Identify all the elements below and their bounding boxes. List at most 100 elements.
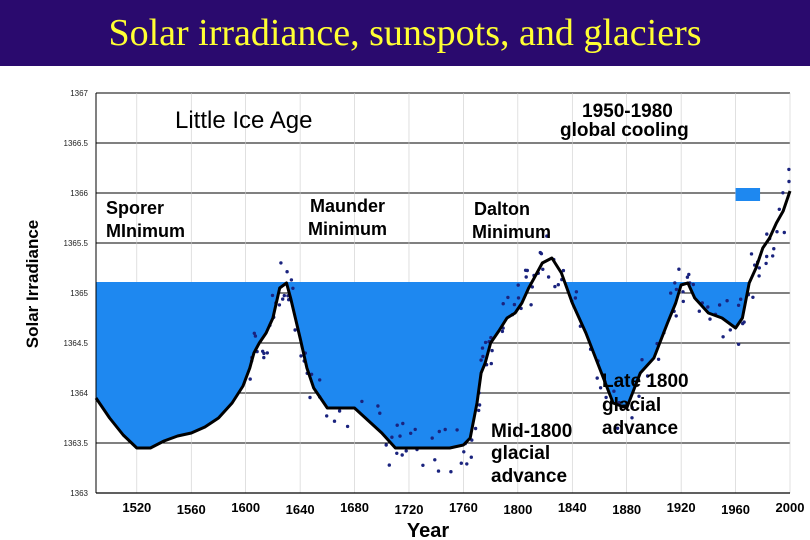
sample-point [387,463,391,467]
sample-point [378,411,382,415]
sample-point [691,282,695,287]
y-tick-label: 1364 [70,389,88,398]
sample-point [516,296,521,300]
sample-point [721,335,725,339]
annotation-label: 1950-1980 [582,101,673,122]
sample-point [697,309,701,313]
sample-point [650,382,654,386]
sample-point [556,283,560,287]
y-axis-label: Solar Irradiance [23,220,42,349]
sample-point [757,274,761,278]
sample-point [345,424,350,429]
sample-point [512,302,517,307]
sample-point [656,357,661,361]
sample-point [741,321,745,326]
sample-point [449,470,453,474]
sample-point [481,354,485,359]
sample-point [489,335,493,340]
sample-point [739,297,743,301]
sample-point [645,374,650,378]
sample-point [360,399,364,404]
sample-point [270,293,275,298]
y-tick-label: 1363.5 [64,439,89,448]
sample-point [529,303,533,307]
sample-point [687,272,691,277]
sample-point [673,281,677,285]
sample-point [765,254,769,259]
annotation-label: MInimum [106,221,185,241]
sample-point [574,290,579,294]
sample-point [299,354,303,358]
sample-point [717,303,722,307]
sample-point [480,346,485,350]
annotation-label: glacial [602,395,661,416]
annotation-label: Sporer [106,198,164,218]
sample-point [640,358,644,362]
sample-point [775,230,779,234]
sample-point [501,302,505,306]
sample-point [465,462,469,466]
sample-point [479,358,483,362]
sample-point [787,167,791,172]
annotation-label: glacial [491,443,550,464]
annotation-label: Maunder [310,196,385,216]
sample-point [430,436,434,440]
annotation-label: Minimum [308,219,387,239]
sample-point [285,270,289,274]
sample-point [376,404,380,408]
annotation-label: Mid-1800 [491,421,572,442]
sample-point [524,275,528,279]
sample-point [253,334,258,338]
sample-point [395,451,399,455]
sample-point [337,409,342,413]
x-tick-label: 1640 [286,502,315,517]
annotation-label: Dalton [474,199,530,219]
x-tick-label: 1600 [231,500,260,515]
x-tick-label: 1560 [177,502,206,517]
sample-point [598,386,603,390]
below-baseline-fill [96,282,532,448]
sample-point [279,261,283,265]
sample-point [553,284,557,289]
y-tick-label: 1365 [70,289,88,298]
sample-point [728,328,732,332]
y-tick-label: 1367 [70,89,88,98]
annotation-label: advance [602,418,678,439]
irradiance-chart: 1363 1363.5 1364 1364.5 1365 1365.5 1366 1366.5… [23,89,804,540]
page-title: Solar irradiance, sunspots, and glaciers [108,12,702,54]
recent-fill [735,188,761,201]
sample-point [483,340,488,345]
sample-point [400,453,404,457]
sample-point [489,361,493,366]
sample-point [777,207,781,211]
sample-point [308,395,312,400]
sample-point [573,296,578,300]
sample-point [404,449,408,453]
sample-point [561,268,566,273]
sample-point [469,455,473,459]
sample-point [437,429,441,434]
sample-point [725,299,729,303]
sample-point [409,431,413,435]
sample-point [595,376,599,380]
sample-point [772,247,776,251]
sample-point [384,443,388,447]
sample-point [473,426,478,431]
sample-point [433,458,437,462]
sample-point [277,303,282,307]
sample-point [443,427,447,432]
sample-point [708,317,712,321]
sample-point [395,423,399,427]
x-tick-label: 1720 [395,502,424,517]
sample-point [782,230,786,235]
sample-point [545,234,549,238]
sample-point [681,290,685,294]
sample-point [436,469,441,473]
y-tick-label: 1365.5 [64,239,89,248]
sample-point [390,435,394,439]
sample-point [252,331,256,335]
x-tick-label: 1840 [558,500,587,515]
sample-point [615,426,620,430]
sample-point [281,297,285,301]
y-tick-label: 1366 [70,189,88,198]
